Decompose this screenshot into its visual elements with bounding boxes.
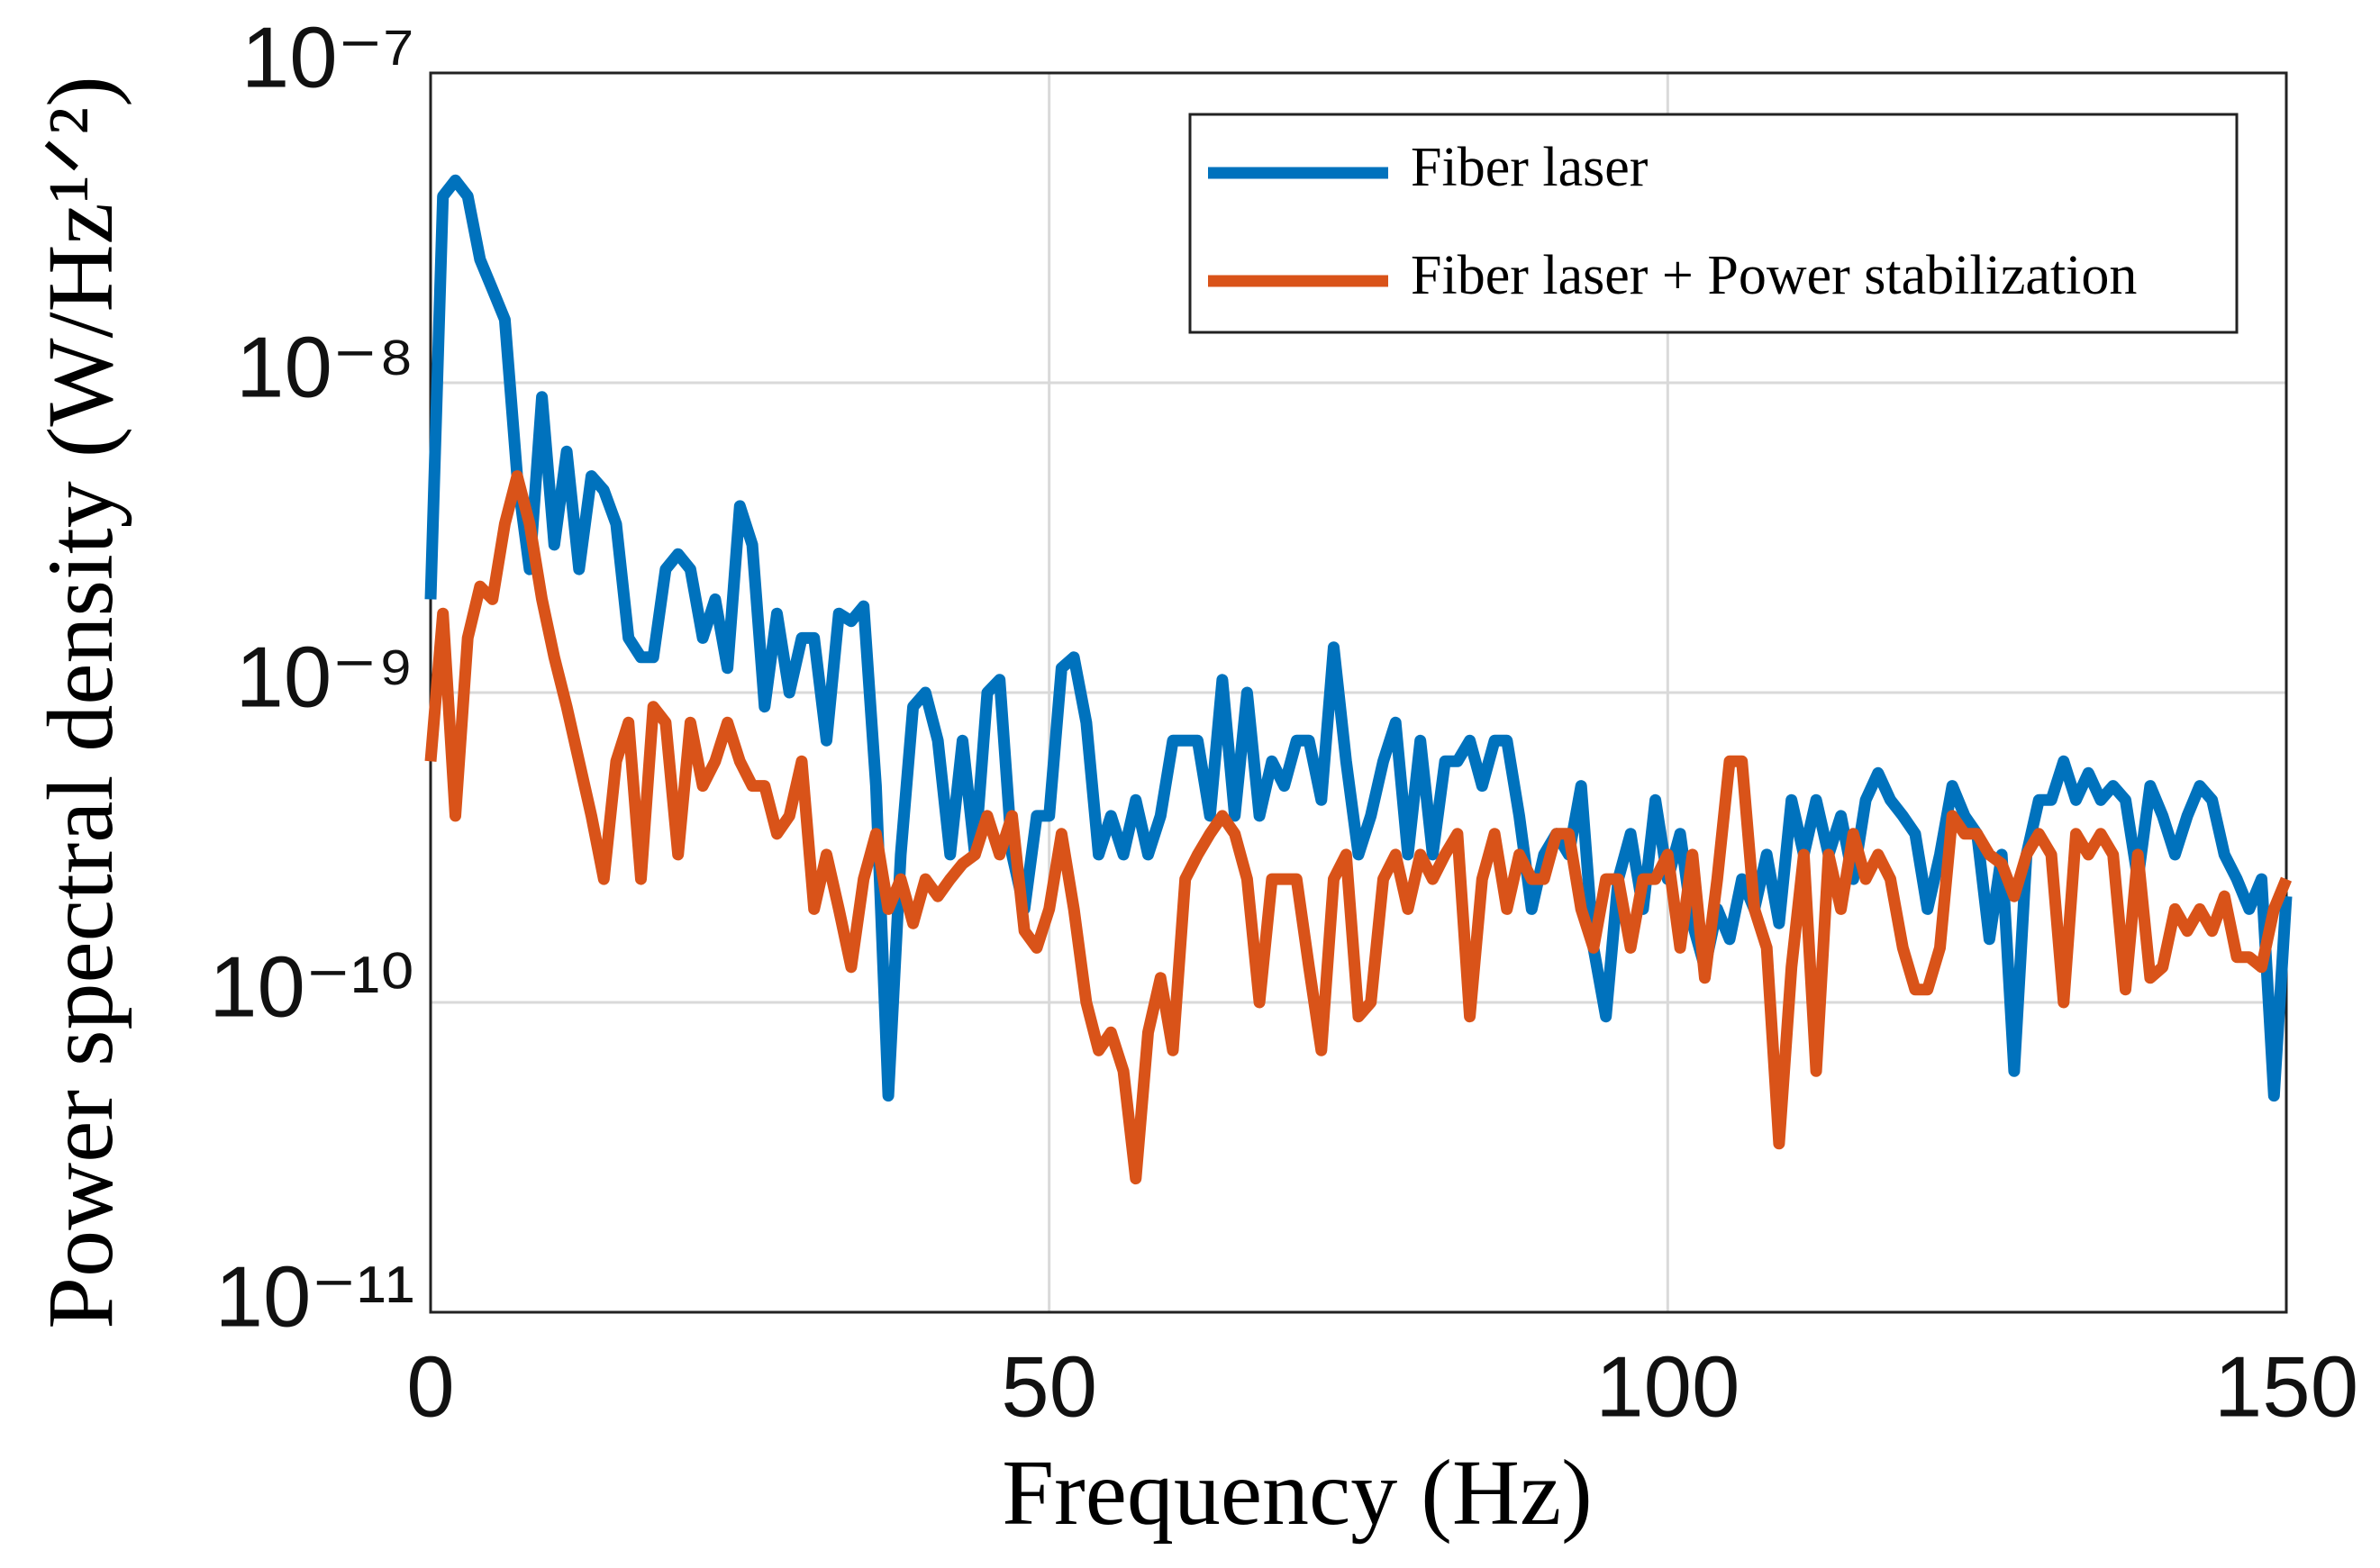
x-tick-label: 0 bbox=[406, 1338, 454, 1435]
y-tick-label: 10⁻¹¹ bbox=[215, 1248, 414, 1345]
x-tick-label: 150 bbox=[2214, 1338, 2358, 1435]
y-tick-label: 10⁻¹⁰ bbox=[209, 938, 414, 1035]
y-axis-label: Power spectral density (W/Hz¹ᐟ²) bbox=[29, 76, 132, 1329]
x-tick-label: 50 bbox=[1001, 1338, 1097, 1435]
y-tick-label: 10⁻⁷ bbox=[241, 9, 414, 105]
x-axis-label: Frequency (Hz) bbox=[1002, 1441, 1592, 1545]
data-line bbox=[424, 470, 2293, 1185]
y-tick-label: 10⁻⁸ bbox=[236, 319, 414, 415]
legend-label: Fiber laser + Power stabilization bbox=[1411, 245, 2137, 306]
legend-label: Fiber laser bbox=[1411, 137, 1649, 198]
x-tick-label: 100 bbox=[1595, 1338, 1740, 1435]
y-tick-label: 10⁻⁹ bbox=[235, 629, 414, 725]
legend-box bbox=[1188, 113, 2239, 334]
